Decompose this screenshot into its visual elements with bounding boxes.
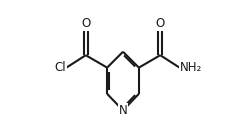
- Text: NH₂: NH₂: [180, 61, 202, 74]
- Text: O: O: [156, 17, 165, 30]
- Text: N: N: [119, 104, 127, 117]
- Text: O: O: [81, 17, 90, 30]
- Text: Cl: Cl: [55, 61, 66, 74]
